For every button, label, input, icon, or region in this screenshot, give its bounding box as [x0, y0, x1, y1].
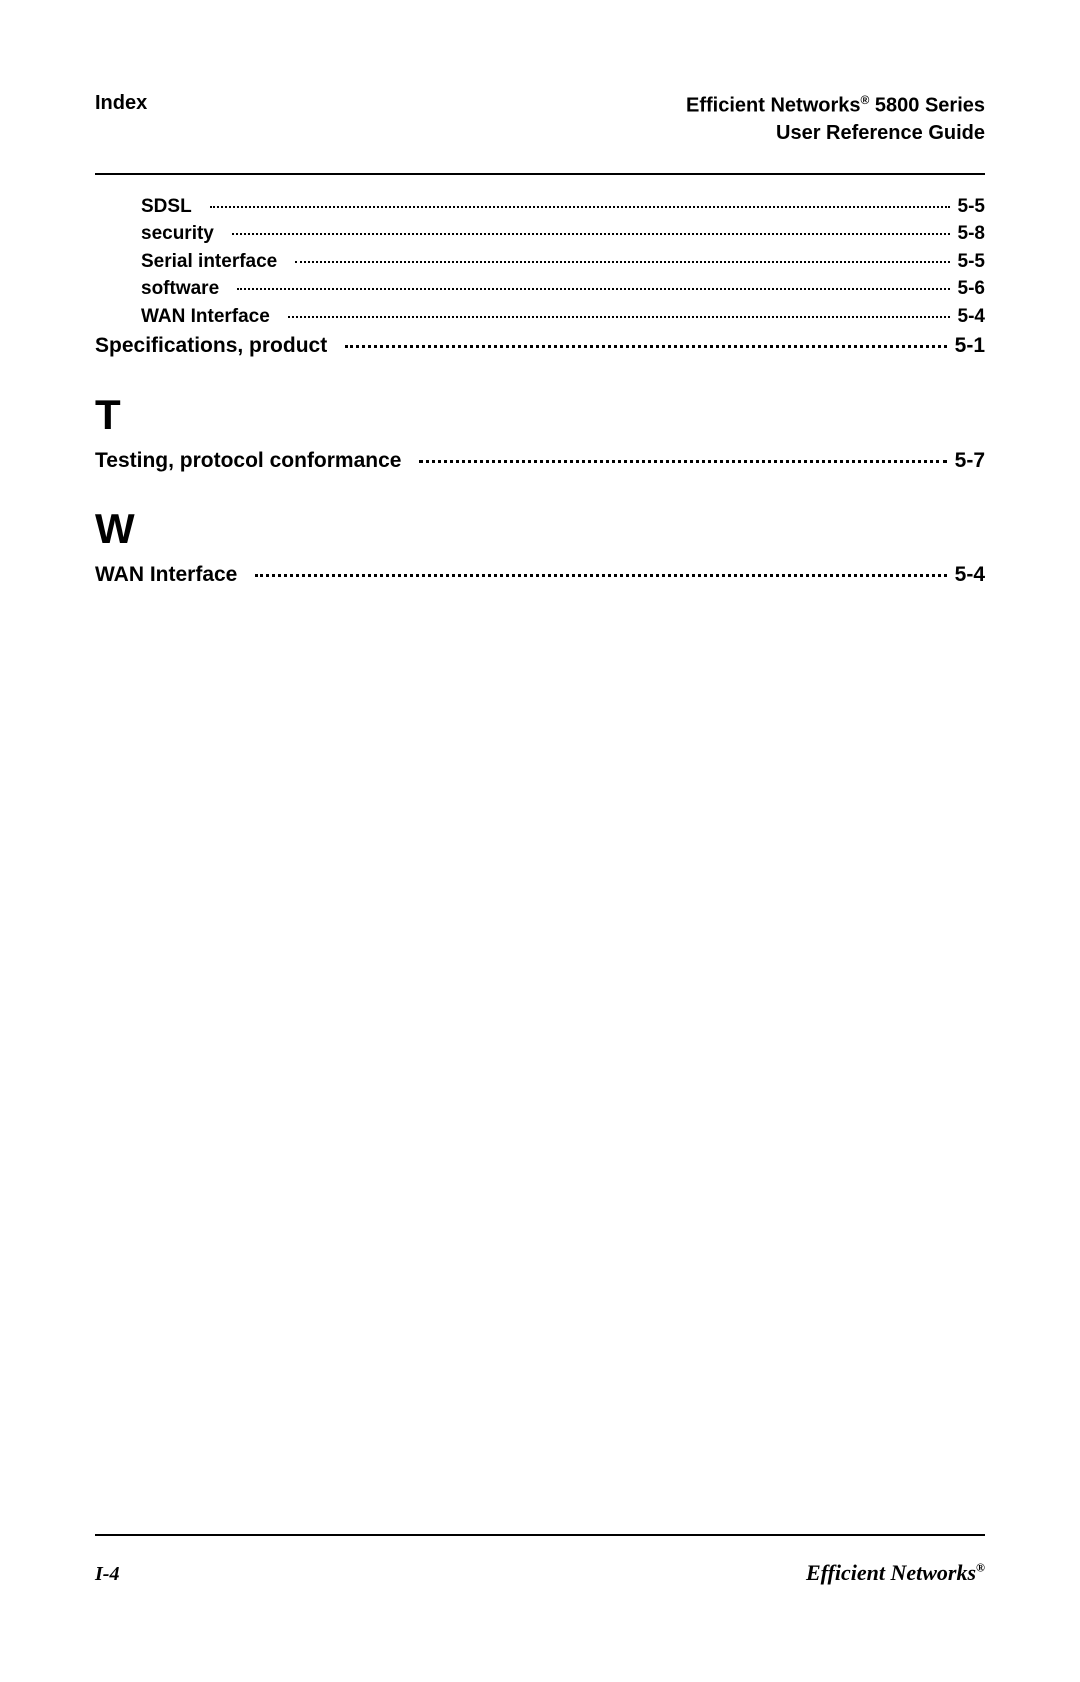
- footer-rule: [95, 1534, 985, 1536]
- index-term: WAN Interface: [95, 559, 247, 592]
- index-term: security: [141, 220, 224, 248]
- running-footer: I-4 Efficient Networks®: [95, 1560, 985, 1586]
- page: Index Efficient Networks® 5800 Series Us…: [0, 0, 1080, 1682]
- footer-brand-text: Efficient Networks: [806, 1560, 976, 1585]
- index-page-number: 5-1: [955, 330, 985, 363]
- header-right-line2: User Reference Guide: [686, 120, 985, 147]
- header-right: Efficient Networks® 5800 Series User Ref…: [686, 92, 985, 147]
- index-main-entry: Testing, protocol conformance 5-7: [95, 445, 985, 478]
- index-term: WAN Interface: [141, 303, 280, 331]
- index-main-entry: Specifications, product 5-1: [95, 330, 985, 363]
- index-term: SDSL: [141, 193, 202, 221]
- header-left: Index: [95, 92, 147, 115]
- index-page-number: 5-4: [958, 303, 985, 331]
- index-sub-entry: software 5-6: [141, 275, 985, 303]
- dot-leader: [288, 316, 950, 318]
- dot-leader: [345, 345, 946, 348]
- index-sub-entry: SDSL 5-5: [141, 193, 985, 221]
- header-brand: Efficient Networks: [686, 95, 860, 117]
- index-page-number: 5-7: [955, 445, 985, 478]
- index-page-number: 5-4: [955, 559, 985, 592]
- content-area: Index Efficient Networks® 5800 Series Us…: [95, 92, 985, 1590]
- header-rule: [95, 173, 985, 175]
- index-main-entry: WAN Interface 5-4: [95, 559, 985, 592]
- header-series: 5800 Series: [869, 95, 985, 117]
- index-body: SDSL 5-5 security 5-8 Serial interface 5…: [95, 193, 985, 592]
- registered-mark-icon: ®: [976, 1561, 985, 1575]
- index-page-number: 5-5: [958, 248, 985, 276]
- index-letter-heading: T: [95, 391, 985, 439]
- index-term: Specifications, product: [95, 330, 337, 363]
- index-letter-heading: W: [95, 505, 985, 553]
- index-term: software: [141, 275, 229, 303]
- index-sub-entry: WAN Interface 5-4: [141, 303, 985, 331]
- index-term: Serial interface: [141, 248, 287, 276]
- index-page-number: 5-6: [958, 275, 985, 303]
- dot-leader: [419, 460, 946, 463]
- footer-page-number: I-4: [95, 1563, 119, 1586]
- index-page-number: 5-8: [958, 220, 985, 248]
- index-sub-entry: Serial interface 5-5: [141, 248, 985, 276]
- dot-leader: [295, 261, 949, 263]
- index-sub-entry: security 5-8: [141, 220, 985, 248]
- running-header: Index Efficient Networks® 5800 Series Us…: [95, 92, 985, 147]
- footer-brand: Efficient Networks®: [806, 1560, 985, 1586]
- index-term: Testing, protocol conformance: [95, 445, 411, 478]
- index-page-number: 5-5: [958, 193, 985, 221]
- dot-leader: [210, 206, 950, 208]
- dot-leader: [232, 233, 950, 235]
- header-right-line1: Efficient Networks® 5800 Series: [686, 92, 985, 120]
- dot-leader: [237, 288, 949, 290]
- dot-leader: [255, 574, 946, 577]
